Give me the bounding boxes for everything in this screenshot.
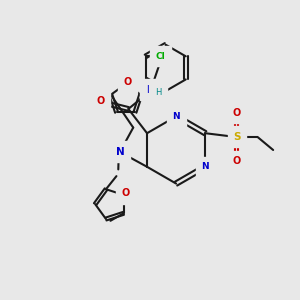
Text: O: O — [123, 77, 131, 87]
Text: N: N — [172, 112, 180, 121]
Text: N: N — [201, 162, 209, 171]
Text: S: S — [233, 132, 241, 142]
Text: O: O — [96, 97, 104, 106]
Text: O: O — [233, 108, 241, 118]
Text: O: O — [121, 188, 130, 198]
Text: N: N — [146, 85, 154, 94]
Text: Cl: Cl — [156, 52, 166, 61]
Text: N: N — [116, 147, 124, 157]
Text: H: H — [155, 88, 161, 97]
Text: O: O — [233, 156, 241, 166]
